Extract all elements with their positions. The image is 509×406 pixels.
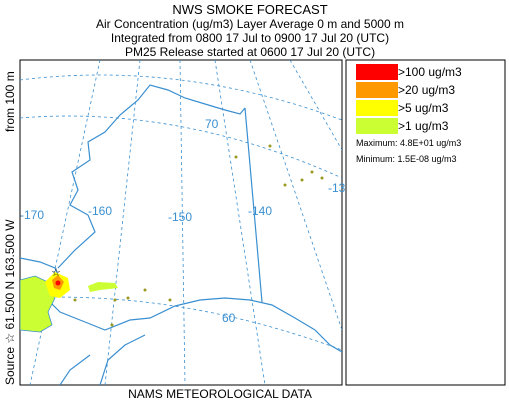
subtitle: Integrated from 0800 17 Jul to 0900 17 J… — [111, 31, 389, 45]
legend-swatch — [356, 64, 398, 80]
maximum: Maximum: 4.8E+01 ug/m3 — [356, 138, 461, 148]
latitude-line — [20, 296, 342, 351]
latitude-line — [20, 74, 342, 121]
smoke-plume — [55, 280, 61, 286]
latitude-line — [20, 115, 342, 179]
longitude-line — [179, 60, 186, 385]
legend-label: >100 ug/m3 — [398, 65, 462, 79]
legend-swatch — [356, 100, 398, 116]
coastline — [57, 84, 246, 269]
subtitle: Air Concentration (ug/m3) Layer Average … — [96, 17, 404, 31]
legend: >100 ug/m3 >20 ug/m3 >5 ug/m3 >1 ug/m3 — [356, 64, 462, 134]
smoke-plume — [88, 282, 118, 292]
smoke-spots — [73, 144, 324, 327]
grid-label: -170 — [20, 208, 44, 222]
source-label: Source ☆ 61.500 N 163.500 W — [3, 219, 17, 385]
grid-label: -160 — [88, 204, 112, 218]
coastline — [59, 334, 146, 385]
subtitle: PM25 Release started at 0600 17 Jul 20 (… — [125, 45, 375, 59]
legend-label: >1 ug/m3 — [398, 119, 449, 133]
height-label: from 100 m — [3, 71, 17, 132]
grid-label: 60 — [222, 311, 236, 325]
source-marker: ☆ — [51, 267, 61, 279]
grid-label: 70 — [205, 117, 219, 131]
legend-label: >20 ug/m3 — [398, 83, 455, 97]
grid-label: -140 — [248, 204, 272, 218]
border — [244, 107, 263, 303]
legend-swatch — [356, 82, 398, 98]
longitude-line — [214, 60, 266, 385]
legend-label: >5 ug/m3 — [398, 101, 449, 115]
longitude-line — [289, 60, 342, 151]
legend-swatch — [356, 118, 398, 134]
footer: NAMS METEOROLOGICAL DATA — [128, 387, 312, 401]
title: NWS SMOKE FORECAST — [172, 2, 327, 17]
grid-label: -150 — [168, 210, 192, 224]
smoke-plume — [20, 275, 56, 333]
minimum: Minimum: 1.5E-08 ug/m3 — [356, 154, 457, 164]
longitude-line — [104, 60, 141, 385]
